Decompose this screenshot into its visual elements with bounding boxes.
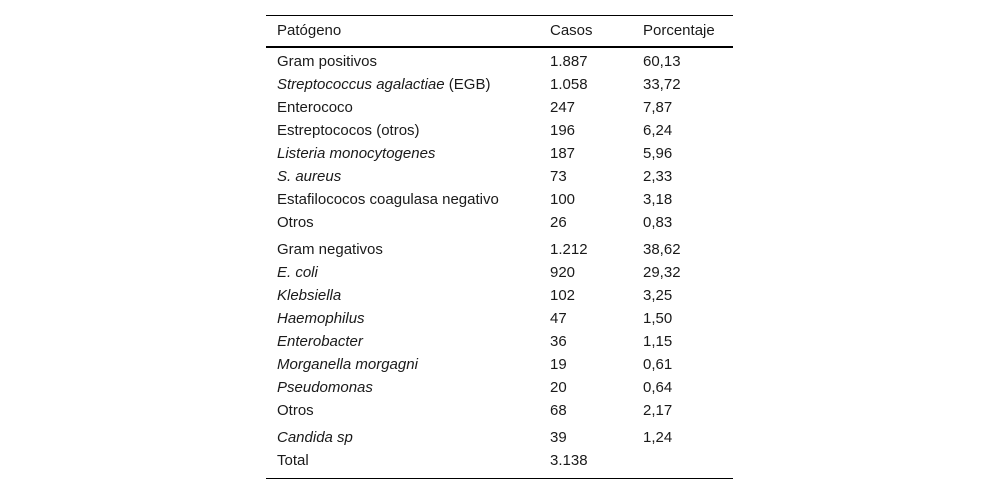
pathogen-cell: Total bbox=[266, 449, 550, 472]
column-header-porcentaje: Porcentaje bbox=[643, 22, 715, 39]
casos-cell: 100 bbox=[550, 191, 576, 208]
porcentaje-cell: 0,61 bbox=[643, 356, 673, 373]
casos-cell: 3.138 bbox=[550, 452, 588, 469]
pathogen-cell: Morganella morgagni bbox=[266, 353, 550, 376]
table-row: Candida sp 39 1,24 bbox=[266, 426, 733, 449]
casos-cell: 73 bbox=[550, 168, 567, 185]
casos-cell: 26 bbox=[550, 214, 567, 231]
porcentaje-cell: 3,25 bbox=[643, 287, 673, 304]
column-header-casos: Casos bbox=[550, 22, 593, 39]
pathogen-name: Gram negativos bbox=[277, 241, 383, 258]
pathogen-name: Streptococcus agalactiae bbox=[277, 76, 445, 93]
pathogen-name: Listeria monocytogenes bbox=[277, 145, 436, 162]
casos-cell: 187 bbox=[550, 145, 576, 162]
pathogen-suffix: (EGB) bbox=[444, 76, 491, 93]
pathogen-name: Candida sp bbox=[277, 429, 353, 446]
porcentaje-cell: 5,96 bbox=[643, 145, 673, 162]
porcentaje-cell: 2,17 bbox=[643, 402, 673, 419]
porcentaje-cell bbox=[643, 449, 733, 472]
pathogen-name: Enterobacter bbox=[277, 333, 363, 350]
porcentaje-cell: 1,50 bbox=[643, 310, 673, 327]
casos-cell: 36 bbox=[550, 333, 567, 350]
table-row: Estafilococos coagulasa negativo 100 3,1… bbox=[266, 188, 733, 211]
pathogen-name: E. coli bbox=[277, 264, 318, 281]
casos-cell: 68 bbox=[550, 402, 567, 419]
table-row: Otros 68 2,17 bbox=[266, 399, 733, 422]
casos-cell: 1.212 bbox=[550, 241, 588, 258]
pathogen-cell: Streptococcus agalactiae (EGB) bbox=[266, 73, 550, 96]
porcentaje-cell: 0,64 bbox=[643, 379, 673, 396]
casos-cell: 19 bbox=[550, 356, 567, 373]
casos-cell: 196 bbox=[550, 122, 576, 139]
table-row: Enterococo 247 7,87 bbox=[266, 96, 733, 119]
pathogen-name: Otros bbox=[277, 214, 314, 231]
porcentaje-cell: 7,87 bbox=[643, 99, 673, 116]
table-row: Estreptococos (otros) 196 6,24 bbox=[266, 119, 733, 142]
table-row: Gram negativos 1.212 38,62 bbox=[266, 238, 733, 261]
pathogen-cell: Enterobacter bbox=[266, 330, 550, 353]
pathogen-cell: Otros bbox=[266, 211, 550, 234]
porcentaje-cell: 1,24 bbox=[643, 429, 673, 446]
column-header-patogeno: Patógeno bbox=[277, 22, 342, 39]
casos-cell: 920 bbox=[550, 264, 576, 281]
porcentaje-cell: 60,13 bbox=[643, 53, 681, 70]
pathogen-cell: Otros bbox=[266, 399, 550, 422]
table-row: Morganella morgagni 19 0,61 bbox=[266, 353, 733, 376]
table-row: S. aureus 73 2,33 bbox=[266, 165, 733, 188]
pathogen-name: Pseudomonas bbox=[277, 379, 373, 396]
porcentaje-cell: 3,18 bbox=[643, 191, 673, 208]
table-row: Gram positivos 1.887 60,13 bbox=[266, 50, 733, 73]
casos-cell: 20 bbox=[550, 379, 567, 396]
pathogen-cell: E. coli bbox=[266, 261, 550, 284]
pathogen-name: Otros bbox=[277, 402, 314, 419]
porcentaje-cell: 6,24 bbox=[643, 122, 673, 139]
porcentaje-cell: 1,15 bbox=[643, 333, 673, 350]
pathogen-cell: Gram positivos bbox=[266, 50, 550, 73]
pathogen-cell: Haemophilus bbox=[266, 307, 550, 330]
pathogen-cell: Estafilococos coagulasa negativo bbox=[266, 188, 550, 211]
pathogen-name: Total bbox=[277, 452, 309, 469]
table-row: Otros 26 0,83 bbox=[266, 211, 733, 234]
casos-cell: 1.058 bbox=[550, 76, 588, 93]
pathogen-cell: Pseudomonas bbox=[266, 376, 550, 399]
pathogen-table: Patógeno Casos Porcentaje Gram positivos… bbox=[266, 15, 733, 479]
casos-cell: 247 bbox=[550, 99, 576, 116]
table-row: Listeria monocytogenes 187 5,96 bbox=[266, 142, 733, 165]
porcentaje-cell: 38,62 bbox=[643, 241, 681, 258]
casos-cell: 102 bbox=[550, 287, 576, 304]
pathogen-cell: Enterococo bbox=[266, 96, 550, 119]
pathogen-cell: Estreptococos (otros) bbox=[266, 119, 550, 142]
table-row: Enterobacter 36 1,15 bbox=[266, 330, 733, 353]
pathogen-name: Estreptococos (otros) bbox=[277, 122, 420, 139]
table-header-row: Patógeno Casos Porcentaje bbox=[266, 16, 733, 48]
porcentaje-cell: 2,33 bbox=[643, 168, 673, 185]
table-row: E. coli 920 29,32 bbox=[266, 261, 733, 284]
pathogen-cell: S. aureus bbox=[266, 165, 550, 188]
porcentaje-cell: 33,72 bbox=[643, 76, 681, 93]
pathogen-cell: Gram negativos bbox=[266, 238, 550, 261]
pathogen-name: Morganella morgagni bbox=[277, 356, 418, 373]
pathogen-cell: Klebsiella bbox=[266, 284, 550, 307]
pathogen-name: Gram positivos bbox=[277, 53, 378, 70]
casos-cell: 39 bbox=[550, 429, 567, 446]
table-row: Klebsiella 102 3,25 bbox=[266, 284, 733, 307]
porcentaje-cell: 29,32 bbox=[643, 264, 681, 281]
pathogen-cell: Listeria monocytogenes bbox=[266, 142, 550, 165]
casos-cell: 1.887 bbox=[550, 53, 588, 70]
pathogen-name: Estafilococos coagulasa negativo bbox=[277, 191, 499, 208]
porcentaje-cell: 0,83 bbox=[643, 214, 673, 231]
pathogen-name: Klebsiella bbox=[277, 287, 342, 304]
table-row: Pseudomonas 20 0,64 bbox=[266, 376, 733, 399]
pathogen-name: S. aureus bbox=[277, 168, 342, 185]
pathogen-name: Enterococo bbox=[277, 99, 353, 116]
table-body: Gram positivos 1.887 60,13 Streptococcus… bbox=[266, 48, 733, 478]
table-row: Total 3.138 bbox=[266, 449, 733, 472]
table-row: Haemophilus 47 1,50 bbox=[266, 307, 733, 330]
casos-cell: 47 bbox=[550, 310, 567, 327]
table-row: Streptococcus agalactiae (EGB) 1.058 33,… bbox=[266, 73, 733, 96]
pathogen-name: Haemophilus bbox=[277, 310, 365, 327]
pathogen-cell: Candida sp bbox=[266, 426, 550, 449]
